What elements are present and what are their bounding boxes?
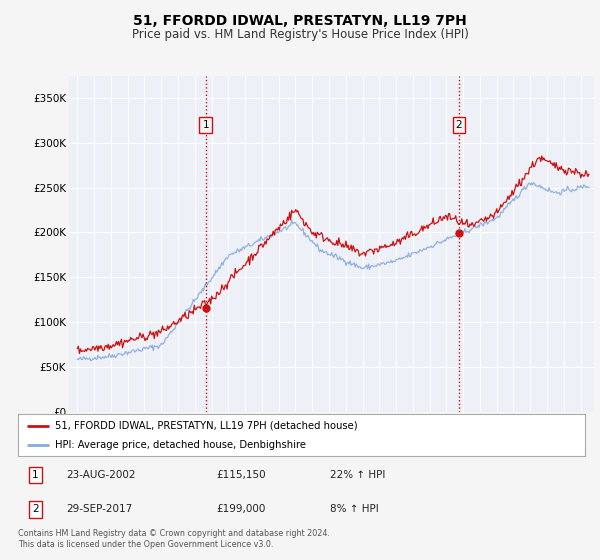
Text: 22% ↑ HPI: 22% ↑ HPI: [330, 470, 385, 480]
Text: 8% ↑ HPI: 8% ↑ HPI: [330, 505, 379, 515]
Text: 2: 2: [455, 120, 462, 130]
Text: £115,150: £115,150: [217, 470, 266, 480]
Text: 29-SEP-2017: 29-SEP-2017: [66, 505, 133, 515]
Text: 51, FFORDD IDWAL, PRESTATYN, LL19 7PH: 51, FFORDD IDWAL, PRESTATYN, LL19 7PH: [133, 14, 467, 28]
Text: Price paid vs. HM Land Registry's House Price Index (HPI): Price paid vs. HM Land Registry's House …: [131, 28, 469, 41]
Text: £199,000: £199,000: [217, 505, 266, 515]
Text: 1: 1: [202, 120, 209, 130]
Text: 2: 2: [32, 505, 39, 515]
Text: 51, FFORDD IDWAL, PRESTATYN, LL19 7PH (detached house): 51, FFORDD IDWAL, PRESTATYN, LL19 7PH (d…: [55, 421, 358, 431]
Text: 23-AUG-2002: 23-AUG-2002: [66, 470, 136, 480]
Text: HPI: Average price, detached house, Denbighshire: HPI: Average price, detached house, Denb…: [55, 440, 306, 450]
Text: 1: 1: [32, 470, 39, 480]
Text: Contains HM Land Registry data © Crown copyright and database right 2024.
This d: Contains HM Land Registry data © Crown c…: [18, 529, 330, 549]
